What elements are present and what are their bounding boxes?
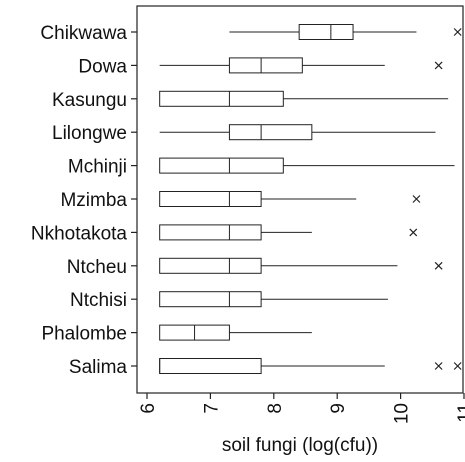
outlier-salima-0: [434, 362, 443, 370]
outlier-chikwawa-0: [453, 28, 462, 36]
category-label-nkhotakota: Nkhotakota: [31, 223, 128, 244]
x-tick-label-11: 11: [455, 403, 465, 423]
box-ntchisi: [159, 291, 262, 308]
x-tick-label-10: 10: [392, 403, 413, 424]
box-nkhotakota: [159, 224, 262, 241]
plot-area: Chikwawa Dowa Kasungu Lilongwe Mchinji Mzimba…: [31, 5, 465, 424]
outlier-salima-1: [453, 362, 462, 370]
x-tick-label-7: 7: [201, 403, 222, 414]
box-lilongwe: [228, 124, 313, 141]
box-mzimba: [159, 191, 262, 207]
outlier-nkhotakota-0: [409, 228, 418, 237]
x-tick-label-9: 9: [328, 403, 349, 414]
x-tick-label-6: 6: [138, 403, 159, 414]
category-label-mchinji: Mchinji: [68, 157, 127, 178]
box-dowa: [228, 57, 303, 74]
x-axis-label: soil fungi (log(cfu)): [222, 435, 378, 456]
box-salima: [159, 358, 262, 374]
box-ntcheu: [159, 257, 262, 274]
box-chikwawa: [298, 24, 354, 40]
outlier-mzimba-0: [412, 195, 421, 203]
category-label-phalombe: Phalombe: [41, 324, 127, 345]
category-label-chikwawa: Chikwawa: [40, 23, 127, 44]
category-label-salima: Salima: [69, 357, 128, 378]
box-kasungu: [159, 90, 284, 107]
category-label-kasungu: Kasungu: [52, 90, 127, 111]
outlier-dowa-0: [434, 61, 443, 70]
category-label-dowa: Dowa: [78, 56, 127, 77]
x-tick-label-8: 8: [265, 403, 286, 414]
outlier-ntcheu-0: [434, 261, 443, 270]
category-label-lilongwe: Lilongwe: [52, 123, 127, 144]
category-label-ntchisi: Ntchisi: [70, 290, 127, 311]
box-mchinji: [159, 157, 284, 174]
category-label-ntcheu: Ntcheu: [67, 257, 127, 278]
category-label-mzimba: Mzimba: [60, 190, 127, 211]
